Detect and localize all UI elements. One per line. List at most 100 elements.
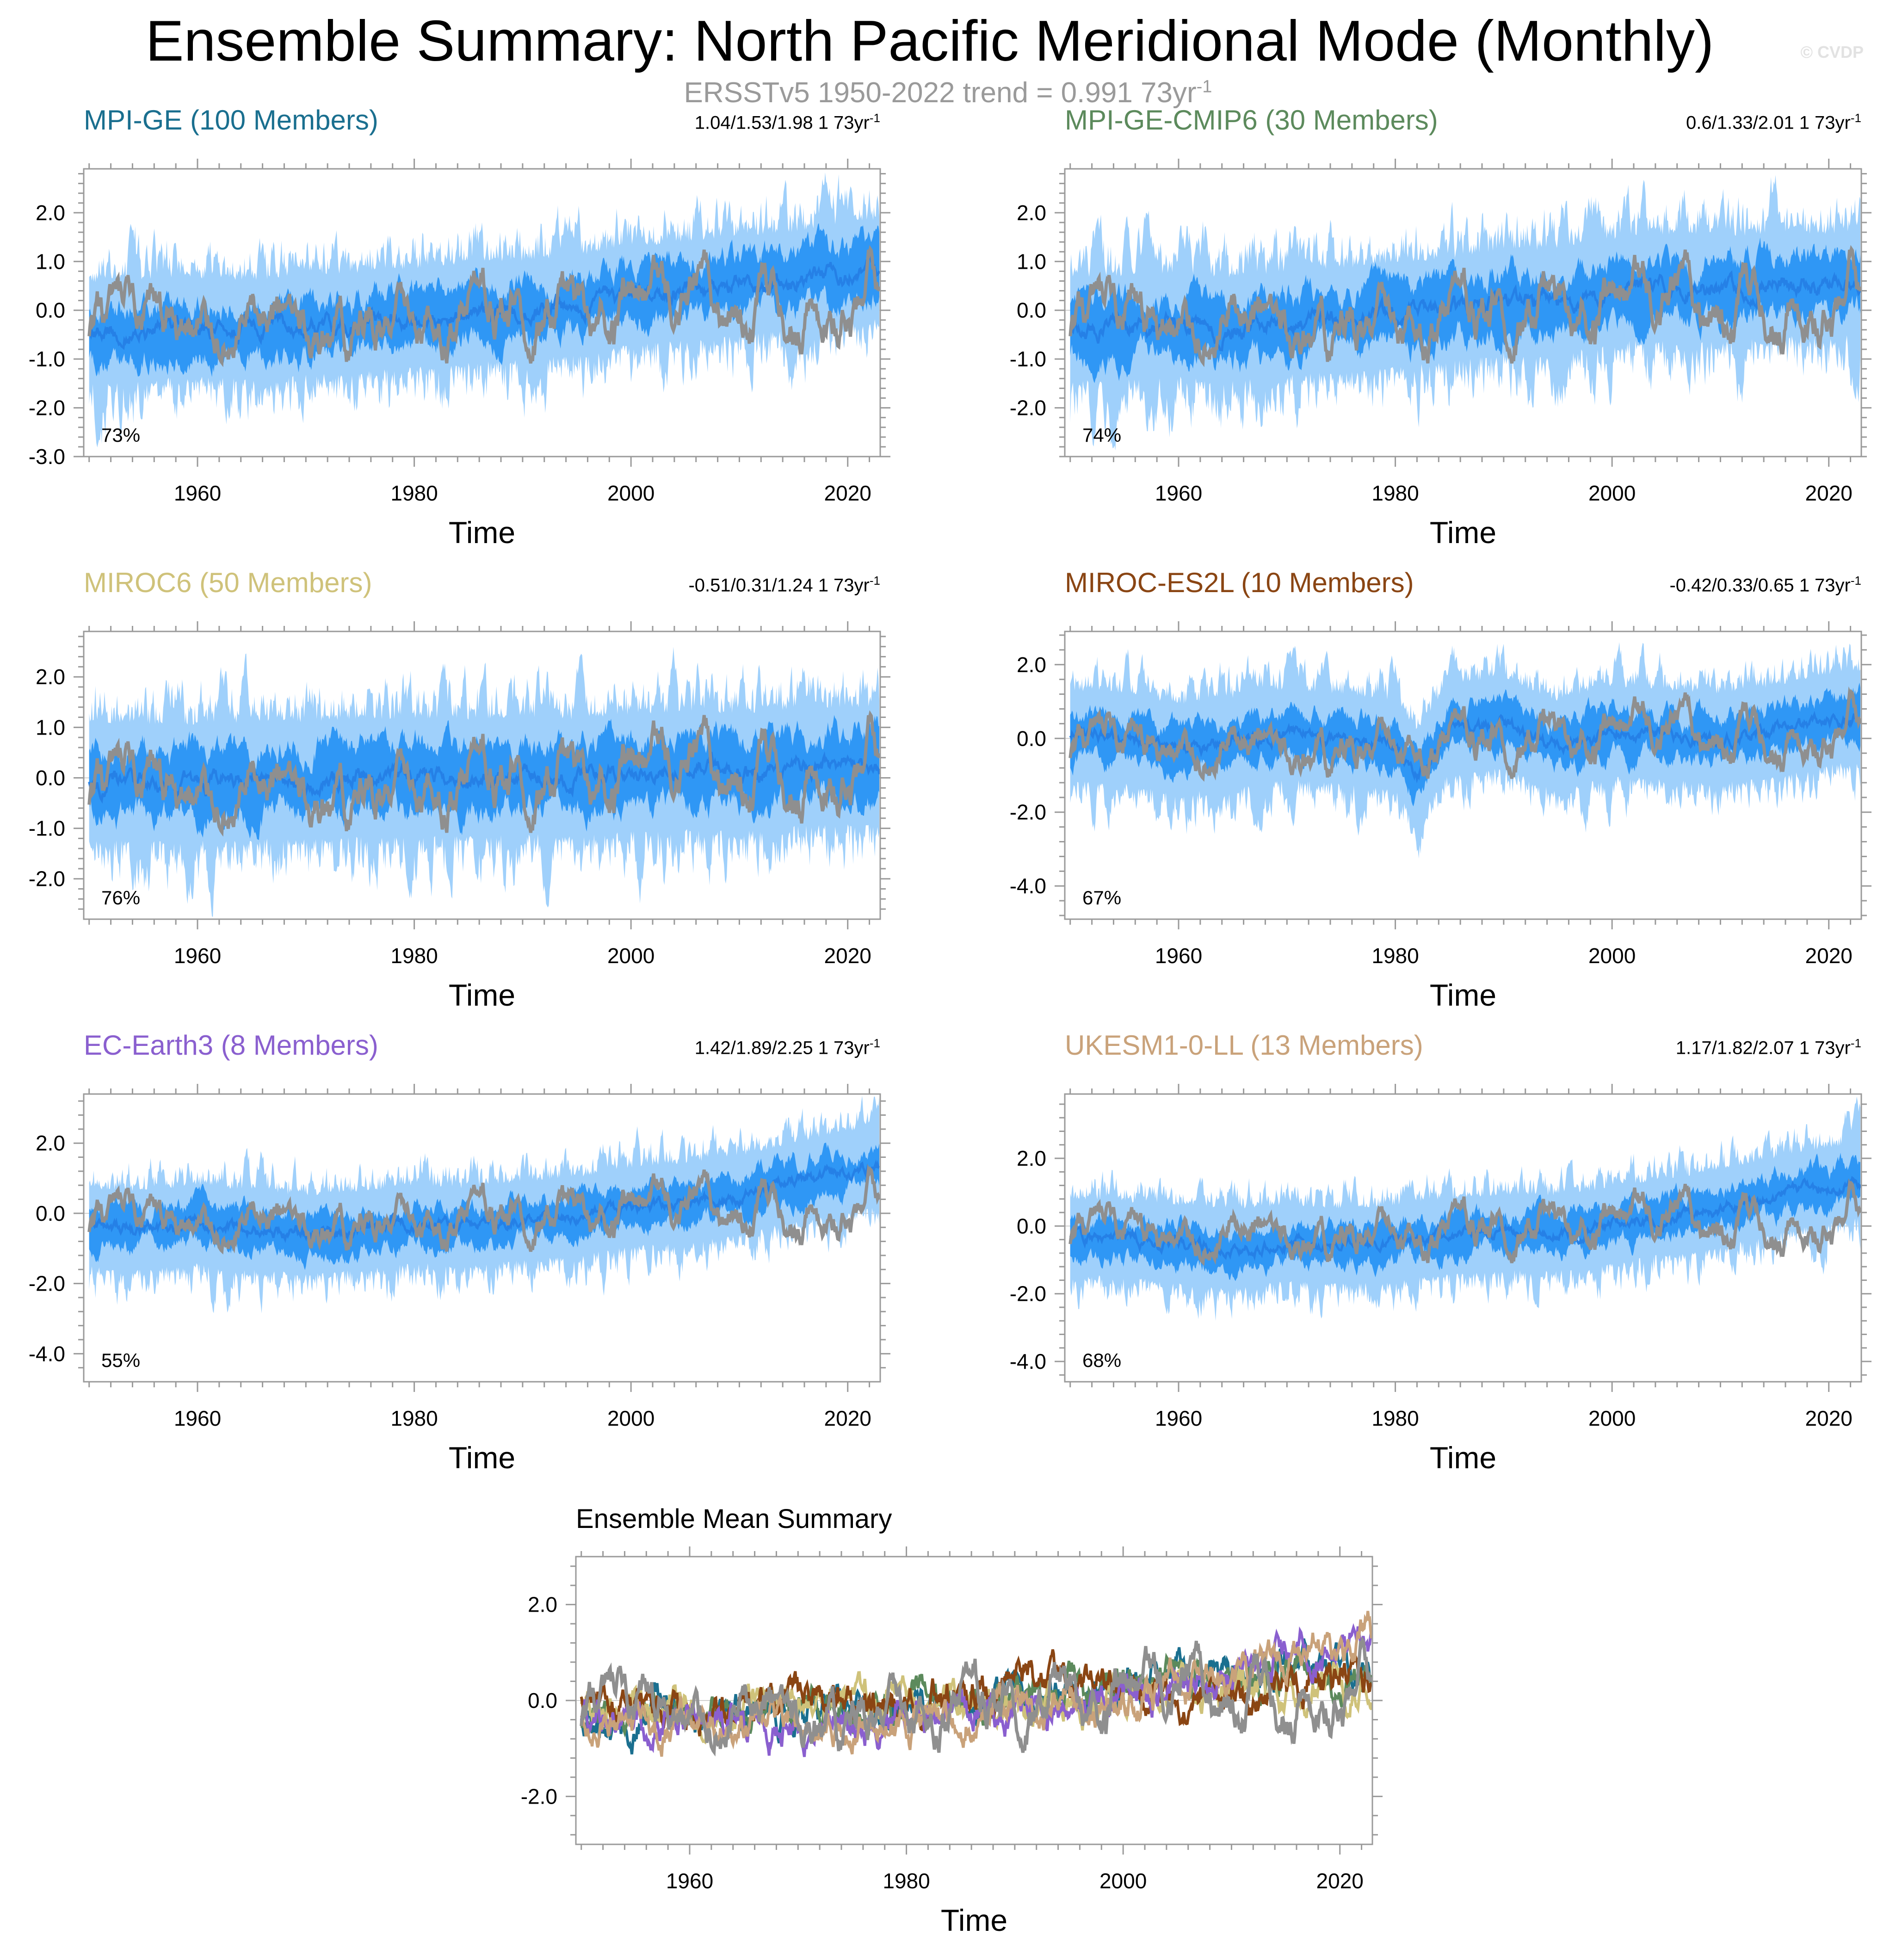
figure-title: Ensemble Summary: North Pacific Meridion… bbox=[145, 9, 1714, 73]
y-tick-label: 0.0 bbox=[36, 1201, 65, 1225]
stats-text: 1.04/1.53/1.98 1 73yr bbox=[694, 112, 870, 133]
stats-text: -0.51/0.31/1.24 1 73yr bbox=[688, 575, 870, 596]
plot-frame bbox=[1064, 1093, 1862, 1383]
x-tick-label: 2020 bbox=[824, 1406, 871, 1430]
x-tick-label: 2020 bbox=[1805, 481, 1853, 505]
stats-text: 1.17/1.82/2.07 1 73yr bbox=[1675, 1038, 1851, 1058]
x-tick-label: 1960 bbox=[174, 944, 221, 968]
x-tick-label: 1960 bbox=[1155, 1406, 1202, 1430]
y-tick-label: 0.0 bbox=[36, 766, 65, 790]
chart-svg: 1960 1980 2000 2020 2.0 0.0 -2.0 -4.0 67% bbox=[1010, 621, 1871, 968]
x-axis-label: Time bbox=[1429, 515, 1497, 550]
x-tick-label: 2000 bbox=[1099, 1869, 1147, 1893]
y-tick-label: 1.0 bbox=[36, 715, 65, 739]
panel-mpi-ge: MPI-GE (100 Members) 1.04/1.53/1.98 1 73… bbox=[29, 105, 890, 550]
y-tick-label: -4.0 bbox=[1010, 874, 1046, 898]
x-tick-label: 1980 bbox=[1371, 1406, 1419, 1430]
x-tick-label: 1980 bbox=[1371, 944, 1419, 968]
observations-line bbox=[1068, 686, 1862, 782]
panel-mpi-ge-cmip6: MPI-GE-CMIP6 (30 Members) 0.6/1.33/2.01 … bbox=[1010, 105, 1871, 550]
y-tick-label: 0.0 bbox=[1017, 726, 1046, 750]
plot-frame bbox=[83, 168, 881, 458]
x-tick-label: 2020 bbox=[824, 944, 871, 968]
panel-stats: 1.04/1.53/1.98 1 73yr-1 bbox=[695, 111, 880, 133]
x-tick-label: 2000 bbox=[607, 944, 655, 968]
y-tick-label: -2.0 bbox=[521, 1784, 557, 1808]
x-tick-label: 2000 bbox=[607, 481, 655, 505]
observations-line bbox=[1068, 245, 1862, 367]
panel-ensemble-mean-summary: Ensemble Mean Summary 1960 1980 2000 2020 2.… bbox=[521, 1504, 1383, 1937]
x-axis-label: Time bbox=[448, 515, 516, 550]
y-tick-label: 1.0 bbox=[1017, 249, 1046, 273]
chart-svg: 1960 1980 2000 2020 2.0 1.0 0.0 -1.0 -2.0 76% bbox=[29, 621, 890, 968]
panel-title: EC-Earth3 (8 Members) bbox=[84, 1030, 378, 1061]
x-tick-label: 1980 bbox=[1371, 481, 1419, 505]
panel-ukesm1-0-ll: UKESM1-0-LL (13 Members) 1.17/1.82/2.07 … bbox=[1010, 1030, 1871, 1475]
panel-miroc6: MIROC6 (50 Members) -0.51/0.31/1.24 1 73… bbox=[29, 567, 890, 1012]
x-axis-label: Time bbox=[448, 1441, 516, 1475]
panel-stats: -0.42/0.33/0.65 1 73yr-1 bbox=[1669, 574, 1861, 596]
y-tick-label: 2.0 bbox=[36, 1131, 65, 1155]
figure-subtitle: ERSSTv5 1950-2022 trend = 0.991 73yr-1 bbox=[0, 76, 1896, 109]
x-tick-label: 2020 bbox=[1316, 1869, 1364, 1893]
x-tick-label: 1960 bbox=[1155, 944, 1202, 968]
x-tick-label: 1980 bbox=[883, 1869, 930, 1893]
plot-frame bbox=[1064, 168, 1862, 458]
y-tick-label: 0.0 bbox=[1017, 298, 1046, 322]
x-tick-label: 2020 bbox=[824, 481, 871, 505]
stats-text: 0.6/1.33/2.01 1 73yr bbox=[1686, 112, 1851, 133]
y-tick-label: -2.0 bbox=[29, 1272, 65, 1296]
x-tick-label: 1980 bbox=[390, 1406, 438, 1430]
panel-title: Ensemble Mean Summary bbox=[576, 1504, 892, 1534]
stats-exponent: -1 bbox=[1850, 1036, 1861, 1050]
chart-svg: 1960 1980 2000 2020 2.0 1.0 0.0 -1.0 -2.0 -3.0 73% bbox=[29, 159, 890, 505]
panel-title: MPI-GE (100 Members) bbox=[84, 105, 378, 136]
x-tick-label: 1960 bbox=[174, 1406, 221, 1430]
spread-inner-band bbox=[1070, 237, 1860, 383]
ensemble-mean-line bbox=[88, 248, 881, 350]
y-tick-label: -2.0 bbox=[29, 396, 65, 420]
percent-label: 73% bbox=[101, 424, 140, 446]
percent-label: 74% bbox=[1082, 424, 1121, 446]
y-tick-label: 0.0 bbox=[528, 1688, 557, 1713]
x-tick-label: 2020 bbox=[1805, 1406, 1853, 1430]
y-tick-label: 0.0 bbox=[36, 298, 65, 322]
x-axis-label: Time bbox=[1429, 1441, 1497, 1475]
observations-line bbox=[1068, 1178, 1862, 1266]
panel-stats: 1.17/1.82/2.07 1 73yr-1 bbox=[1676, 1036, 1861, 1058]
percent-label: 67% bbox=[1082, 887, 1121, 909]
ensemble-mean-line bbox=[89, 1159, 880, 1243]
y-tick-label: -4.0 bbox=[29, 1342, 65, 1366]
panel-ec-earth3: EC-Earth3 (8 Members) 1.42/1.89/2.25 1 7… bbox=[29, 1030, 890, 1475]
percent-label: 76% bbox=[101, 887, 140, 909]
y-tick-label: 2.0 bbox=[1017, 653, 1046, 677]
y-tick-label: -2.0 bbox=[29, 867, 65, 891]
ensemble-mean-line bbox=[1069, 1176, 1862, 1261]
panel-stats: -0.51/0.31/1.24 1 73yr-1 bbox=[688, 574, 880, 596]
chart-svg: 1960 1980 2000 2020 2.0 0.0 -2.0 bbox=[521, 1546, 1383, 1893]
series-line-miroc-es2l bbox=[580, 1649, 1372, 1737]
y-tick-label: -1.0 bbox=[29, 347, 65, 371]
panel-miroc-es2l: MIROC-ES2L (10 Members) -0.42/0.33/0.65 … bbox=[1010, 567, 1871, 1012]
observations-line bbox=[580, 1636, 1373, 1757]
y-tick-label: 2.0 bbox=[36, 201, 65, 225]
x-tick-label: 2000 bbox=[1588, 481, 1636, 505]
percent-label: 55% bbox=[101, 1349, 140, 1371]
y-tick-label: -2.0 bbox=[1010, 396, 1046, 420]
panel-stats: 1.42/1.89/2.25 1 73yr-1 bbox=[695, 1036, 880, 1058]
x-tick-label: 2000 bbox=[1588, 944, 1636, 968]
observations-line bbox=[87, 245, 881, 367]
x-tick-label: 1980 bbox=[390, 481, 438, 505]
y-tick-label: -4.0 bbox=[1010, 1349, 1046, 1373]
percent-label: 68% bbox=[1082, 1349, 1121, 1371]
x-tick-label: 2020 bbox=[1805, 944, 1853, 968]
y-tick-label: -1.0 bbox=[29, 816, 65, 841]
chart-svg: 1960 1980 2000 2020 2.0 1.0 0.0 -1.0 -2.0 74% bbox=[1010, 159, 1871, 505]
panel-title: UKESM1-0-LL (13 Members) bbox=[1065, 1030, 1423, 1061]
plot-frame bbox=[83, 631, 881, 920]
spread-inner-band bbox=[89, 1143, 880, 1270]
panel-stats: 0.6/1.33/2.01 1 73yr-1 bbox=[1686, 111, 1861, 133]
panel-title: MIROC6 (50 Members) bbox=[84, 567, 372, 598]
plot-frame bbox=[1064, 631, 1862, 920]
y-tick-label: 2.0 bbox=[1017, 1146, 1046, 1170]
